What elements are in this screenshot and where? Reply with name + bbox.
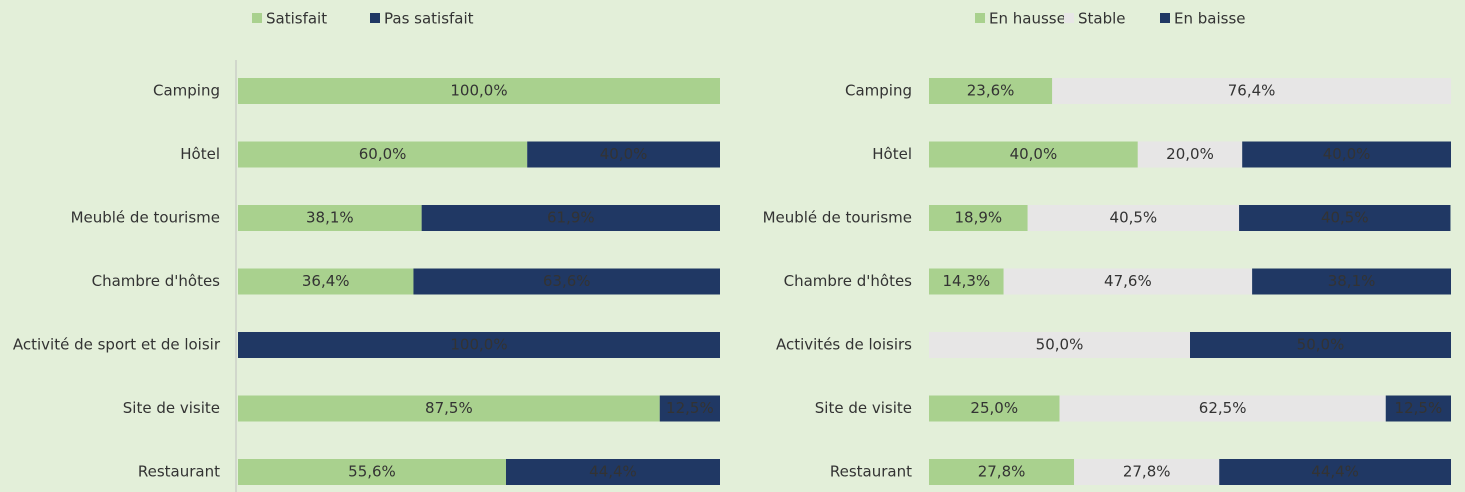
category-label: Hôtel [180,145,220,163]
legend-label: Stable [1078,10,1126,28]
data-label: 14,3% [942,272,990,290]
bar-segment [1252,268,1451,295]
bar-segment [505,459,720,485]
bar-segment [238,78,720,104]
category-label: Camping [153,82,220,100]
bar-segment [929,268,1004,295]
bar-segment [238,395,660,422]
bar-segment [1385,395,1451,422]
legend-swatch [975,13,985,23]
bar-segment [929,332,1190,358]
data-label: 47,6% [1104,272,1152,290]
data-label: 100,0% [450,82,507,100]
bar-segment [1242,141,1451,168]
bar-segment [929,78,1053,104]
data-label: 60,0% [359,145,407,163]
data-label: 12,5% [666,399,714,417]
category-label: Meublé de tourisme [71,209,220,227]
data-label: 20,0% [1166,145,1214,163]
bar-segment [929,395,1060,422]
bar-segment [1190,332,1451,358]
category-label: Site de visite [123,399,220,417]
category-label: Chambre d'hôtes [784,272,913,290]
category-label: Meublé de tourisme [763,209,912,227]
bar-segment [238,459,506,485]
legend-label: Satisfait [266,10,327,28]
data-label: 50,0% [1297,336,1345,354]
data-label: 23,6% [967,82,1015,100]
category-label: Restaurant [830,463,912,481]
data-label: 38,1% [1328,272,1376,290]
bar-segment [413,268,720,295]
data-label: 12,5% [1395,399,1443,417]
bar-segment [238,332,720,358]
bar-segment [1027,205,1240,231]
legend-swatch [370,13,380,23]
legend-swatch [1064,13,1074,23]
bar-segment [929,459,1075,485]
category-label: Restaurant [138,463,220,481]
bar-segment [1052,78,1451,104]
bar-segment [1137,141,1243,168]
bar-segment [421,205,720,231]
data-label: 27,8% [978,463,1026,481]
data-label: 50,0% [1036,336,1084,354]
category-label: Activité de sport et de loisir [13,336,221,354]
bar-segment [238,268,414,295]
category-label: Site de visite [815,399,912,417]
data-label: 27,8% [1123,463,1171,481]
data-label: 40,0% [600,145,648,163]
legend-swatch [1160,13,1170,23]
data-label: 55,6% [348,463,396,481]
bar-segment [527,141,720,168]
category-label: Camping [845,82,912,100]
bar-segment [238,205,422,231]
legend-swatch [252,13,262,23]
bar-segment [1219,459,1451,485]
legend-label: En hausse [989,10,1066,28]
bar-segment [1059,395,1386,422]
category-label: Hôtel [872,145,912,163]
data-label: 44,4% [1311,463,1359,481]
category-label: Chambre d'hôtes [92,272,221,290]
data-label: 40,5% [1321,209,1369,227]
bar-segment [1239,205,1451,231]
data-label: 62,5% [1199,399,1247,417]
legend-label: Pas satisfait [384,10,474,28]
data-label: 100,0% [450,336,507,354]
bar-segment [929,205,1028,231]
data-label: 40,0% [1010,145,1058,163]
data-label: 87,5% [425,399,473,417]
data-label: 18,9% [955,209,1003,227]
data-label: 40,5% [1110,209,1158,227]
legend-label: En baisse [1174,10,1246,28]
bar-segment [929,141,1138,168]
data-label: 44,4% [589,463,637,481]
bar-segment [659,395,720,422]
category-label: Activités de loisirs [776,336,912,354]
data-label: 38,1% [306,209,354,227]
bar-segment [1074,459,1220,485]
bar-segment [1003,268,1253,295]
data-label: 25,0% [970,399,1018,417]
bar-segment [238,141,528,168]
data-label: 76,4% [1228,82,1276,100]
data-label: 61,9% [547,209,595,227]
data-label: 36,4% [302,272,350,290]
data-label: 63,6% [543,272,591,290]
data-label: 40,0% [1323,145,1371,163]
